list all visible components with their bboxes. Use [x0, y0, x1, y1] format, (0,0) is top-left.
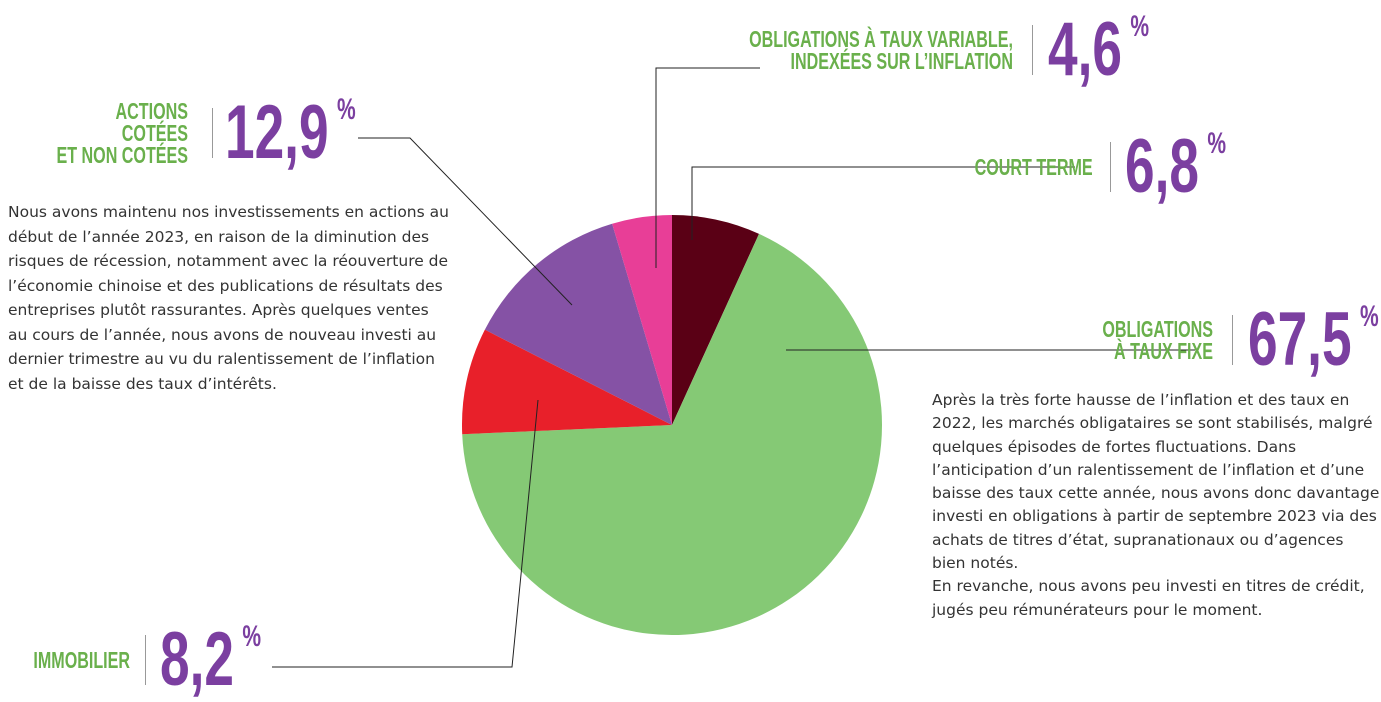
annotation: Après la très forte hausse de l’inflatio… — [932, 391, 1380, 619]
leader-line — [272, 399, 539, 668]
value-number: 67,5 — [1248, 297, 1352, 382]
value-number: 8,2 — [160, 617, 234, 702]
separator — [1232, 315, 1233, 365]
value-label: 8,2% — [160, 622, 261, 698]
leader-line — [691, 166, 1075, 240]
value-suffix: % — [1207, 127, 1227, 160]
pie-slice — [462, 233, 883, 636]
value-number: 12,9 — [225, 90, 329, 175]
pie-slice — [484, 223, 672, 425]
separator — [145, 635, 146, 685]
annotation: Nous avons maintenu nos investissements … — [8, 203, 449, 393]
value-label: 6,8% — [1125, 129, 1226, 205]
value-suffix: % — [242, 620, 262, 653]
separator — [1110, 142, 1111, 192]
value-label: 12,9% — [225, 95, 356, 171]
slice-label: COURT TERME — [974, 154, 1093, 180]
slice-label: IMMOBILIER — [33, 647, 130, 673]
page: Nous avons maintenu nos investissements … — [8, 11, 1380, 698]
chart — [272, 67, 1195, 668]
pie-slice — [672, 215, 760, 425]
leader-line — [358, 137, 573, 306]
leader-line — [655, 67, 760, 268]
separator — [1032, 25, 1033, 75]
value-label: 4,6% — [1048, 12, 1149, 88]
value-suffix: % — [336, 93, 356, 126]
slice-label: OBLIGATIONS À TAUX FIXE — [1102, 316, 1213, 364]
value-number: 4,6 — [1048, 7, 1122, 92]
slice-label: ACTIONS COTÉES ET NON COTÉES — [56, 98, 188, 168]
value-suffix: % — [1359, 300, 1379, 333]
value-label: 67,5% — [1248, 302, 1379, 378]
value-suffix: % — [1130, 10, 1150, 43]
separator — [212, 108, 213, 158]
value-number: 6,8 — [1125, 124, 1199, 209]
pie-slice — [612, 215, 672, 425]
pie-slice — [462, 329, 672, 435]
slice-label: OBLIGATIONS À TAUX VARIABLE, INDEXÉES SU… — [749, 26, 1013, 74]
